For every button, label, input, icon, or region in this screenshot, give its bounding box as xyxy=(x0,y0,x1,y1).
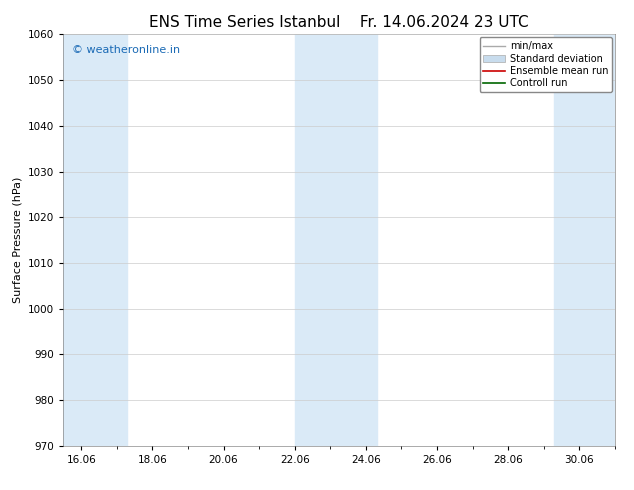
Bar xyxy=(63,34,127,446)
Text: © weatheronline.in: © weatheronline.in xyxy=(72,45,180,54)
Y-axis label: Surface Pressure (hPa): Surface Pressure (hPa) xyxy=(13,177,23,303)
Title: ENS Time Series Istanbul    Fr. 14.06.2024 23 UTC: ENS Time Series Istanbul Fr. 14.06.2024 … xyxy=(150,15,529,30)
Bar xyxy=(295,34,377,446)
Legend: min/max, Standard deviation, Ensemble mean run, Controll run: min/max, Standard deviation, Ensemble me… xyxy=(479,37,612,92)
Bar xyxy=(555,34,615,446)
